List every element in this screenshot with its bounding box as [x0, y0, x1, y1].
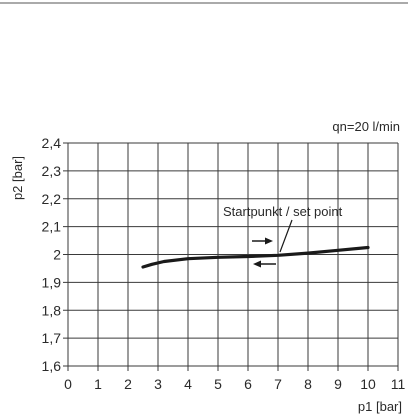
x-tick-label: 8: [304, 376, 312, 392]
set-point-leader-line: [279, 219, 293, 253]
x-axis-label: p1 [bar]: [358, 399, 402, 414]
y-tick-label: 2,3: [42, 163, 62, 179]
x-tick-label: 9: [334, 376, 342, 392]
x-tick-label: 6: [244, 376, 252, 392]
grid: [63, 142, 399, 371]
tick-labels: 0 1 2 3 4 5 6 7 8 9 10 11 1,6 1,7 1,8 1,9 2 2,1 2,2 2,3 2,4: [42, 135, 406, 392]
y-tick-label: 2,4: [42, 135, 62, 151]
y-tick-label: 1,6: [42, 358, 62, 374]
x-tick-label: 10: [360, 376, 376, 392]
y-tick-label: 1,9: [42, 274, 62, 290]
y-tick-label: 2,1: [42, 219, 62, 235]
series: [141, 245, 370, 269]
y-tick-label: 1,7: [42, 330, 62, 346]
x-tick-label: 11: [391, 376, 406, 392]
y-axis-label: p2 [bar]: [10, 156, 25, 200]
x-tick-label: 3: [154, 376, 162, 392]
y-tick-label: 2,2: [42, 191, 62, 207]
x-tick-label: 2: [124, 376, 132, 392]
flow-annotation: qn=20 l/min: [332, 119, 400, 134]
y-tick-label: 2: [53, 247, 61, 263]
series-line: [141, 245, 370, 269]
set-point-annotation: Startpunkt / set point: [223, 204, 343, 219]
arrow-right-icon: [252, 237, 273, 245]
arrow-left-icon: [253, 260, 276, 268]
x-tick-label: 1: [94, 376, 102, 392]
x-tick-label: 5: [214, 376, 222, 392]
y-tick-label: 1,8: [42, 302, 62, 318]
x-tick-label: 4: [184, 376, 192, 392]
x-tick-label: 0: [64, 376, 72, 392]
x-tick-label: 7: [274, 376, 282, 392]
